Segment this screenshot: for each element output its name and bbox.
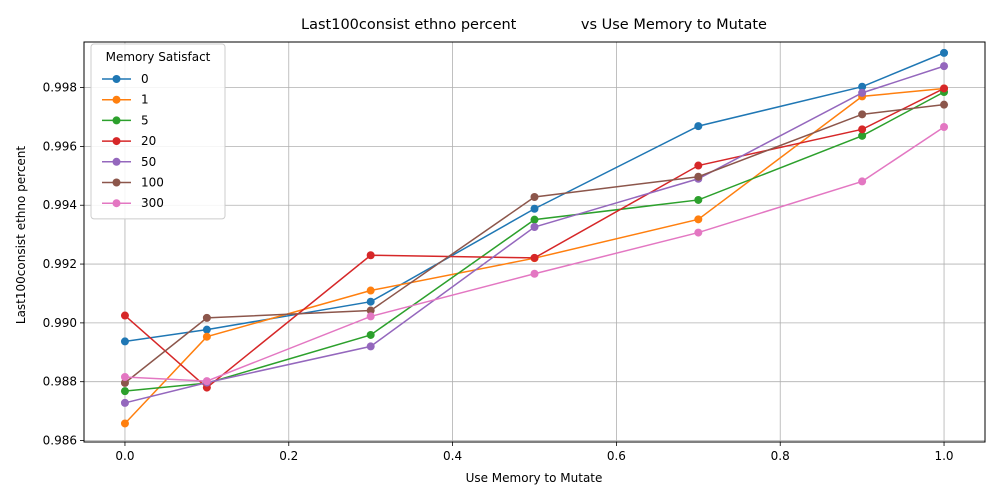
series-20 — [120, 84, 949, 392]
legend-label-20: 20 — [141, 134, 156, 148]
data-point-1 — [366, 286, 375, 295]
legend-marker-20 — [112, 137, 121, 146]
legend-label-50: 50 — [141, 155, 156, 169]
legend-title: Memory Satisfact — [106, 50, 211, 64]
y-axis-label: Last100consist ethno percent — [14, 146, 28, 325]
legend-marker-0 — [112, 75, 121, 83]
data-point-5 — [694, 195, 703, 204]
data-point-50 — [120, 398, 129, 407]
data-point-1 — [694, 215, 703, 224]
data-point-100 — [940, 100, 949, 109]
series-lines — [120, 48, 949, 428]
legend-label-5: 5 — [141, 113, 149, 127]
data-point-0 — [530, 204, 539, 213]
legend-marker-100 — [112, 178, 121, 187]
data-point-20 — [694, 161, 703, 170]
legend-marker-300 — [112, 199, 121, 208]
series-300 — [120, 123, 949, 386]
data-point-20 — [530, 253, 539, 262]
x-axis-label: Use Memory to Mutate — [466, 471, 603, 485]
data-point-0 — [694, 122, 703, 131]
legend-marker-50 — [112, 157, 121, 166]
data-point-100 — [366, 306, 375, 315]
x-tick-label: 0.4 — [443, 449, 462, 463]
data-point-50 — [858, 88, 867, 97]
legend-label-100: 100 — [141, 176, 164, 190]
y-tick-label: 0.988 — [43, 375, 77, 389]
data-point-300 — [694, 228, 703, 237]
legend-marker-1 — [112, 95, 121, 104]
y-tick-label: 0.994 — [43, 198, 77, 212]
data-point-20 — [858, 125, 867, 134]
legend-marker-5 — [112, 116, 121, 125]
y-tick-label: 0.996 — [43, 139, 77, 153]
x-tick-label: 0.2 — [279, 449, 298, 463]
x-tick-label: 1.0 — [934, 449, 953, 463]
data-point-300 — [366, 312, 375, 321]
data-point-300 — [858, 177, 867, 186]
legend-box — [90, 43, 226, 220]
data-point-20 — [366, 251, 375, 260]
data-point-50 — [530, 223, 539, 231]
series-100 — [120, 100, 949, 387]
legend-label-1: 1 — [141, 93, 149, 107]
data-point-20 — [940, 84, 949, 93]
y-tick-label: 0.990 — [43, 316, 77, 330]
data-point-20 — [120, 311, 129, 320]
data-point-300 — [202, 377, 211, 386]
data-point-100 — [858, 110, 867, 119]
data-point-100 — [202, 313, 211, 322]
x-tick-label: 0.8 — [771, 449, 790, 463]
data-point-100 — [694, 172, 703, 181]
x-tick-label: 0.0 — [115, 449, 134, 463]
data-point-50 — [366, 342, 375, 351]
y-tick-label: 0.998 — [43, 81, 77, 95]
data-point-0 — [202, 325, 211, 334]
data-point-0 — [940, 48, 949, 57]
data-point-1 — [202, 332, 211, 341]
data-point-1 — [120, 419, 129, 428]
legend: Memory Satisfact 0 1 5 20 50 100 300 — [90, 43, 226, 220]
series-0 — [120, 48, 949, 346]
data-point-300 — [940, 123, 949, 131]
data-point-100 — [530, 193, 539, 201]
data-point-5 — [366, 330, 375, 339]
data-point-100 — [120, 378, 129, 387]
data-point-5 — [530, 215, 539, 224]
data-point-5 — [858, 131, 867, 140]
data-point-5 — [120, 387, 129, 396]
y-tick-label: 0.986 — [43, 434, 77, 448]
x-axis-ticks: 0.0 0.2 0.4 0.6 0.8 1.0 — [115, 442, 954, 463]
legend-label-300: 300 — [141, 196, 164, 210]
plot-frame — [83, 41, 986, 443]
data-point-0 — [366, 297, 375, 306]
data-point-300 — [120, 373, 129, 381]
data-point-0 — [858, 82, 867, 91]
data-point-0 — [120, 337, 129, 346]
chart-title: Last100consist ethno percent vs Use Memo… — [301, 17, 767, 33]
y-axis-ticks: 0.986 0.988 0.990 0.992 0.994 0.996 0.998 — [43, 81, 84, 448]
x-tick-label: 0.6 — [607, 449, 626, 463]
data-point-50 — [940, 62, 949, 71]
y-tick-label: 0.992 — [43, 257, 77, 271]
legend-label-0: 0 — [141, 72, 149, 86]
data-point-300 — [530, 269, 539, 278]
